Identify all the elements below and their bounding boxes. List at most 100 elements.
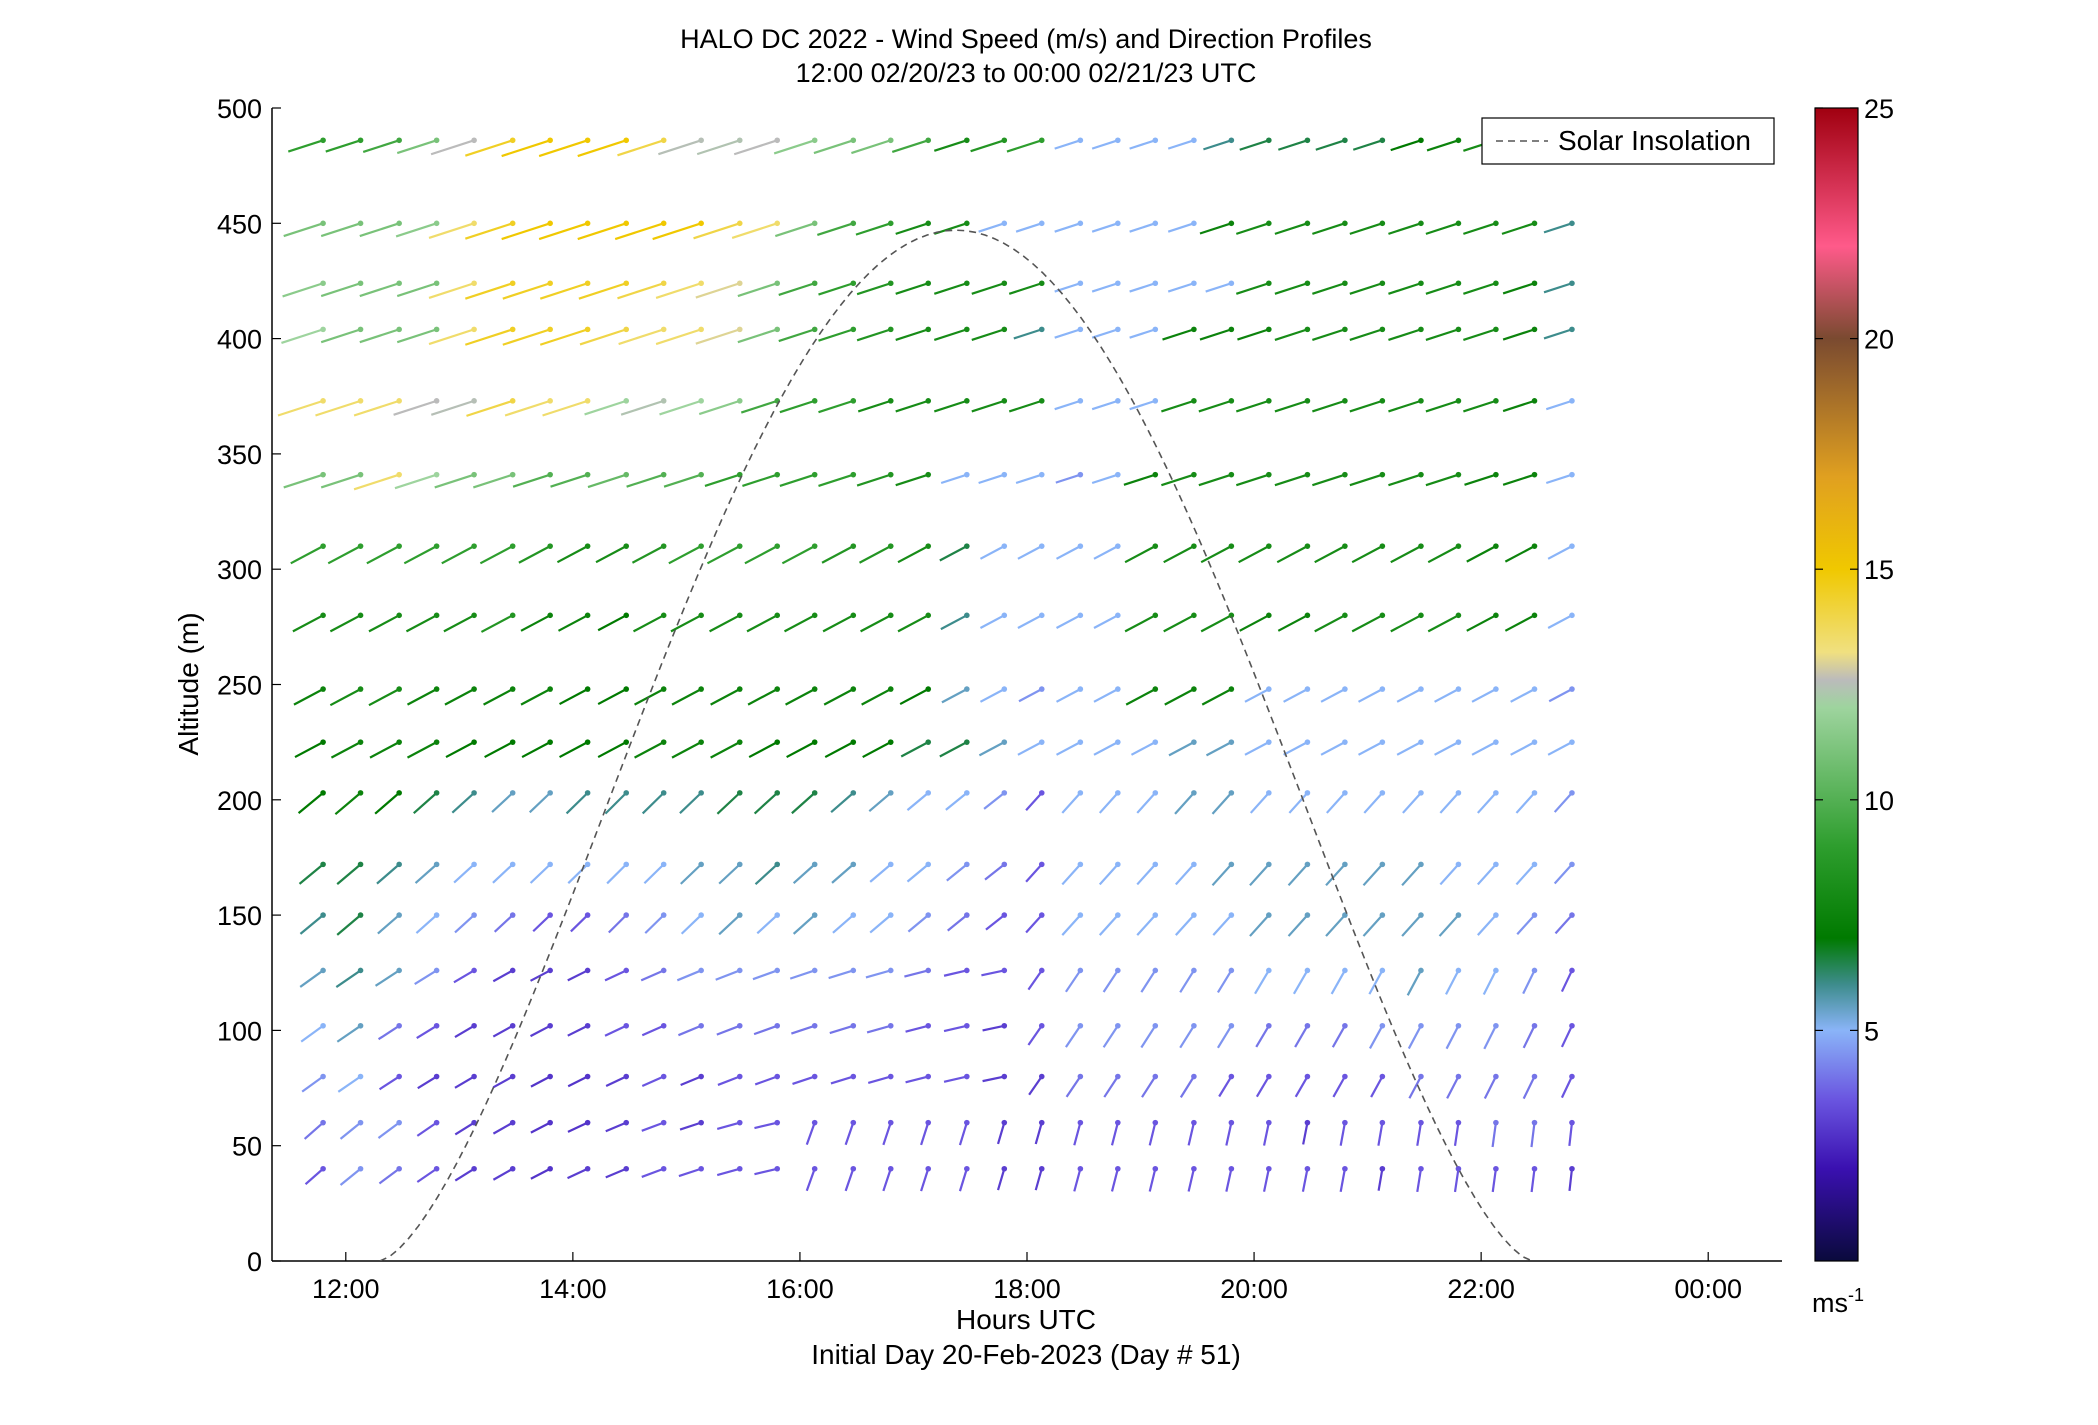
wind-barb-head [1304,543,1311,549]
wind-barb-head [1304,790,1311,796]
wind-barb [895,282,929,295]
wind-barb-head [433,471,440,478]
wind-barb [851,139,892,155]
wind-barb [671,688,702,706]
wind-barb [445,741,475,759]
wind-barb [1351,545,1383,564]
wind-barb [492,969,514,983]
wind-barb-head [1038,912,1045,918]
wind-barb [443,614,475,633]
wind-barb-head [698,326,704,333]
wind-barb [1255,1025,1270,1048]
wind-barb [678,1024,702,1037]
wind-barb-head [811,1119,818,1126]
wind-barb-head [623,861,630,868]
wind-barb [339,1121,362,1140]
wind-barb-head [925,543,932,549]
wind-barb [1363,792,1384,814]
wind-barb [979,545,1005,560]
wind-barb [518,545,551,564]
wind-barb-head [1455,280,1462,287]
wind-barb [978,741,1005,757]
wind-barb [484,741,514,759]
wind-barb [1028,1075,1043,1096]
wind-barb [996,1122,1006,1145]
wind-barb-head [736,686,743,692]
wind-barb-head [320,471,326,478]
wind-barb-head [584,220,591,227]
wind-barb-head [1001,280,1008,287]
wind-barb [304,1167,324,1186]
wind-barb-head [509,280,516,287]
wind-barb [1425,399,1459,413]
wind-barb-head [1379,739,1386,745]
wind-barb [1530,1168,1536,1193]
wind-barb-head [887,861,894,868]
wind-barb-head [1531,1073,1538,1080]
wind-barb [1547,741,1573,756]
wind-barb [1312,399,1346,413]
wind-barb-head [1266,326,1272,333]
wind-barb-head [509,739,516,745]
wind-barb-head [1569,967,1575,974]
wind-barb [983,792,1005,810]
wind-barb [368,688,400,707]
wind-barb-head [850,398,857,404]
wind-barb [1161,473,1195,487]
wind-barb-head [1266,912,1272,918]
wind-barb [1054,222,1081,233]
wind-barb-head [925,686,932,692]
wind-barb-head [850,790,857,796]
wind-barb [359,282,400,298]
wind-barb [504,399,551,417]
wind-barb-head [1455,543,1462,549]
wind-barb-head [774,1165,781,1172]
wind-barb-head [1077,220,1084,227]
wind-barb [417,1075,438,1090]
wind-barb [1093,614,1119,629]
wind-barb [1283,741,1308,756]
wind-barb-head [547,1022,553,1029]
wind-barb-head [1038,1165,1045,1172]
wind-barb-head [925,912,932,918]
wind-barb [1073,1168,1082,1192]
wind-barb [1235,399,1270,413]
wind-barb [1200,614,1232,633]
wind-barb [1463,282,1497,295]
wind-barb-head [1001,1022,1008,1029]
wind-barb-head [1191,1119,1197,1126]
wind-barb-head [396,280,402,287]
wind-barb [680,914,702,935]
wind-barb [1543,282,1573,294]
wind-barb-head [1379,220,1386,227]
wind-barb [981,969,1005,977]
wind-barb [301,1075,324,1093]
wind-barb-head [1379,280,1386,287]
wind-barb [1008,399,1043,413]
wind-barb [663,473,702,488]
wind-barb [283,473,324,489]
wind-barb [862,741,892,759]
wind-barb [1453,1122,1460,1146]
wind-barb [334,792,362,816]
wind-barb [584,399,627,416]
y-tick-label: 200 [217,786,262,816]
wind-barb-head [1228,1073,1235,1080]
wind-barb [634,741,665,759]
wind-barb [294,741,324,759]
wind-barb-head [1379,1022,1386,1029]
wind-barb [451,792,475,814]
wind-barb [1093,688,1119,703]
wind-barb-head [1531,686,1538,692]
wind-barb-head [1455,137,1462,144]
wind-barb [1406,969,1422,996]
x-tick-label: 14:00 [539,1274,607,1304]
wind-barb [483,688,514,706]
wind-barb [1388,222,1422,235]
wind-barb [1065,1075,1082,1098]
wind-barb [1482,969,1497,996]
wind-barb-head [660,612,667,619]
wind-barb-head [547,912,553,918]
wind-barb-head [1531,398,1538,404]
wind-barb-head [1266,1073,1272,1080]
